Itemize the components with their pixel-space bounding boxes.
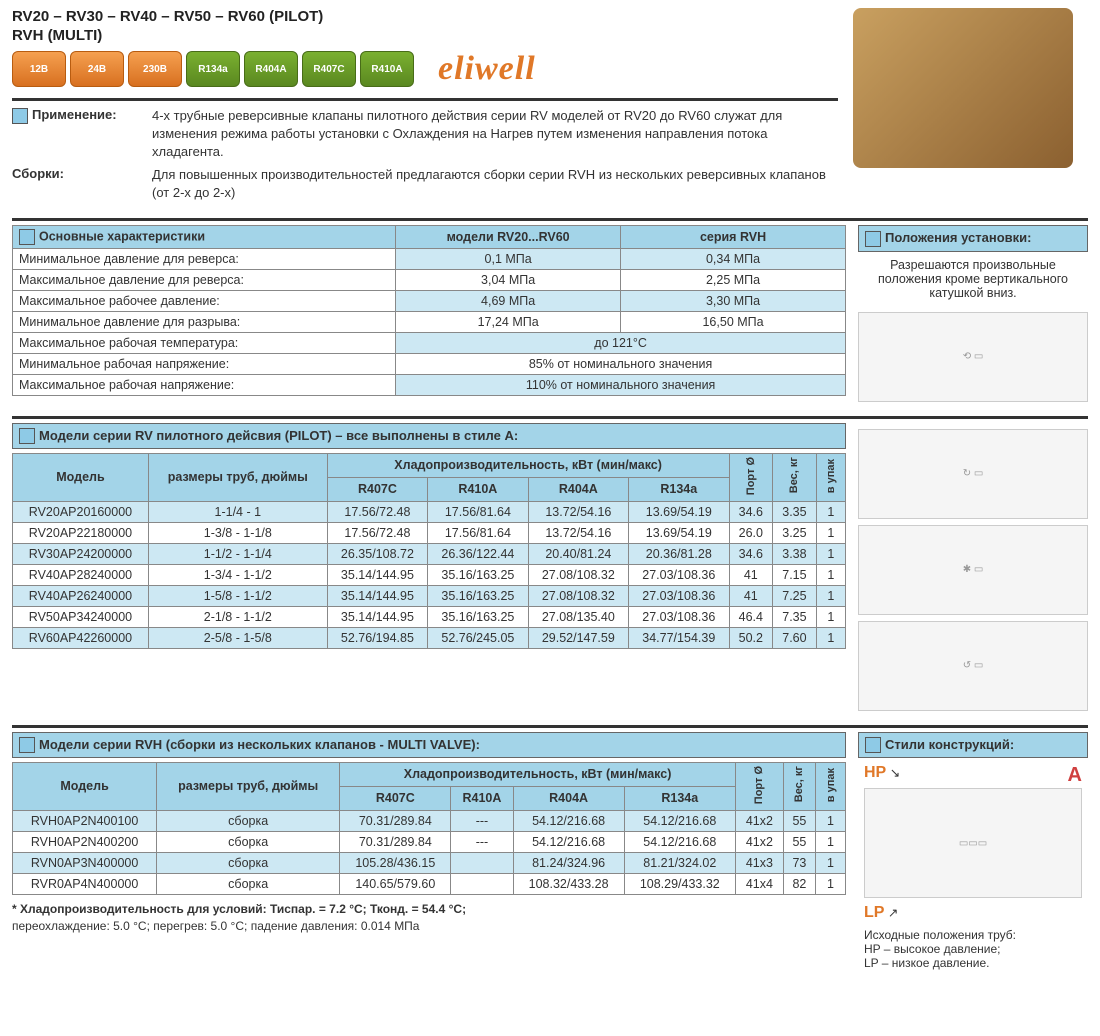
footnote-l1: * Хладопроизводительность для условий: Т… [12, 902, 466, 916]
brand-logo: eliwell [438, 50, 536, 88]
spec-row: Минимальное давление для реверса:0,1 МПа… [13, 248, 846, 269]
table-row: RV60AP422600002-5/8 - 1-5/852.76/194.855… [13, 627, 846, 648]
badge-R407C: R407C [302, 51, 356, 87]
spec-row: Максимальное рабочая температура:до 121°… [13, 332, 846, 353]
table-row: RV40AP282400001-3/4 - 1-1/235.14/144.953… [13, 564, 846, 585]
application-key: Применение: [32, 107, 117, 122]
product-image [853, 8, 1073, 168]
spec-row: Максимальное рабочая напряжение:110% от … [13, 374, 846, 395]
badge-R404A: R404A [244, 51, 298, 87]
assemblies-key: Сборки: [12, 166, 152, 202]
table-row: RV30AP242000001-1/2 - 1-1/426.35/108.722… [13, 543, 846, 564]
orientation-diagram-c: ↺ ▭ [858, 621, 1088, 711]
orientation-diagram-b: ✱ ▭ [858, 525, 1088, 615]
lp-label: LP [864, 904, 884, 921]
footnote-l2: переохлаждение: 5.0 °C; перегрев: 5.0 °C… [12, 919, 419, 933]
style-a-label: A [1068, 764, 1082, 787]
rvh-table: Модель размеры труб, дюймы Хладопроизвод… [12, 762, 846, 895]
spec-row: Максимальное давление для реверса:3,04 М… [13, 269, 846, 290]
table-row: RV40AP262400001-5/8 - 1-1/235.14/144.953… [13, 585, 846, 606]
spec-row: Максимальное рабочее давление:4,69 МПа3,… [13, 290, 846, 311]
badge-230В: 230В [128, 51, 182, 87]
badge-R410A: R410A [360, 51, 414, 87]
assemblies-text: Для повышенных производительностей предл… [152, 166, 838, 202]
table-row: RVN0AP3N400000сборка105.28/436.1581.24/3… [13, 852, 846, 873]
table-row: RVR0AP4N400000сборка140.65/579.60108.32/… [13, 873, 846, 894]
position-text: Разрешаются произвольные положения кроме… [858, 252, 1088, 306]
table-row: RV50AP342400002-1/8 - 1-1/235.14/144.953… [13, 606, 846, 627]
rvh-section-title: Модели серии RVH (сборки из нескольких к… [39, 737, 480, 753]
badges-row: 12В24В230ВR134aR404AR407CR410A eliwell [12, 50, 838, 88]
application-text: 4-х трубные реверсивные клапаны пилотног… [152, 107, 838, 162]
badge-24В: 24В [70, 51, 124, 87]
table-row: RV20AP201600001-1/4 - 117.56/72.4817.56/… [13, 501, 846, 522]
orientation-diagram-a: ↻ ▭ [858, 429, 1088, 519]
hp-desc: HP – высокое давление; [864, 942, 1082, 956]
table-row: RVH0AP2N400200сборка70.31/289.84---54.12… [13, 831, 846, 852]
pilot-section-title: Модели серии RV пилотного дейсвия (PILOT… [39, 428, 518, 444]
title-line-1: RV20 – RV30 – RV40 – RV50 – RV60 (PILOT) [12, 8, 838, 25]
badge-12В: 12В [12, 51, 66, 87]
hp-label: HP [864, 764, 886, 781]
table-row: RV20AP221800001-3/8 - 1-1/817.56/72.4817… [13, 522, 846, 543]
title-line-2: RVH (MULTI) [12, 27, 838, 44]
spec-row: Минимальное давление для разрыва:17,24 М… [13, 311, 846, 332]
style-diagram: ▭▭▭ [864, 788, 1082, 898]
styles-title: Стили конструкций: [885, 737, 1014, 752]
badge-R134a: R134a [186, 51, 240, 87]
lp-desc: LP – низкое давление. [864, 956, 1082, 970]
styles-note: Исходные положения труб: [864, 928, 1082, 942]
bullet-icon [12, 108, 28, 124]
pilot-table: Модель размеры труб, дюймы Хладопроизвод… [12, 453, 846, 649]
table-row: RVH0AP2N400100сборка70.31/289.84---54.12… [13, 810, 846, 831]
position-title: Положения установки: [885, 230, 1031, 245]
spec-row: Минимальное рабочая напряжение:85% от но… [13, 353, 846, 374]
spec-table: Основные характеристики модели RV20...RV… [12, 225, 846, 396]
position-diagram-1: ⟲ ▭ [858, 312, 1088, 402]
